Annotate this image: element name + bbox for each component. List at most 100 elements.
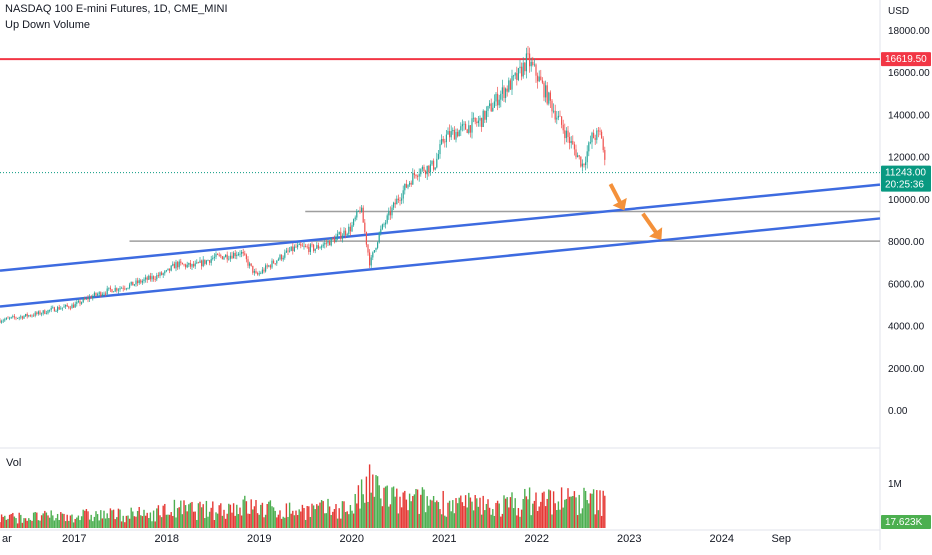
volume-bar — [543, 491, 545, 528]
candle-body — [361, 207, 363, 213]
trendline — [0, 183, 881, 272]
candle-body — [186, 264, 188, 268]
candle-body — [561, 116, 563, 125]
candle-body — [85, 297, 87, 300]
volume-bar — [140, 515, 142, 528]
candle-body — [519, 66, 521, 69]
volume-bar — [336, 518, 339, 528]
candle-body — [394, 202, 396, 205]
candle-body — [202, 259, 204, 267]
volume-bar — [392, 486, 395, 528]
candle-body — [327, 241, 329, 244]
candle-body — [367, 244, 369, 253]
candle-body — [228, 258, 230, 260]
volume-bar — [128, 518, 131, 528]
last-price-badge-text: 20:25:36 — [885, 180, 924, 191]
volume-bar — [575, 497, 577, 528]
candle-body — [196, 262, 198, 264]
price-layer — [0, 46, 606, 324]
time-tick-label: 2022 — [525, 533, 549, 545]
volume-bar — [104, 518, 107, 528]
volume-bar — [298, 509, 300, 528]
candle-body — [149, 275, 151, 280]
volume-bar — [32, 512, 35, 528]
volume-bar — [170, 512, 172, 528]
volume-bar — [112, 509, 115, 528]
volume-bar — [236, 504, 238, 528]
candle-body — [125, 288, 127, 290]
volume-bar — [247, 513, 249, 528]
candle-body — [191, 263, 193, 267]
candle-body — [229, 255, 231, 259]
candle-body — [29, 315, 31, 317]
volume-bar — [428, 505, 430, 528]
volume-bar — [549, 490, 552, 528]
volume-bar — [461, 502, 464, 528]
candle-body — [143, 279, 145, 282]
price-tick-label: 18000.00 — [888, 26, 930, 37]
volume-bar — [20, 514, 22, 528]
candle-body — [185, 264, 187, 268]
candle-body — [34, 312, 36, 316]
volume-bar — [384, 486, 387, 528]
candle-body — [137, 280, 139, 284]
volume-bar — [269, 500, 272, 528]
candle-body — [305, 246, 307, 248]
volume-bar — [484, 510, 486, 528]
candle-body — [188, 262, 190, 265]
volume-bar — [572, 496, 574, 528]
candle-body — [193, 263, 195, 267]
volume-bar — [165, 514, 168, 528]
candle-body — [173, 263, 175, 269]
candle-body — [178, 261, 180, 268]
volume-bar — [164, 503, 166, 528]
volume-bar — [570, 496, 572, 528]
candle-body — [223, 257, 225, 260]
volume-bar — [311, 503, 313, 528]
candle-body — [573, 144, 575, 150]
candle-body — [167, 268, 169, 271]
candle-body — [447, 131, 449, 135]
volume-bar — [175, 517, 177, 528]
candle-body — [138, 280, 140, 284]
candle-body — [567, 130, 569, 138]
candle-body — [557, 115, 559, 118]
volume-bar — [29, 519, 32, 528]
volume-bar — [535, 492, 537, 528]
candle-body — [535, 64, 537, 76]
volume-bar — [368, 464, 371, 528]
volume-bar — [162, 505, 164, 528]
candle-body — [441, 138, 443, 145]
volume-bar — [538, 506, 540, 528]
candle-body — [409, 182, 411, 185]
volume-bar — [576, 515, 579, 528]
volume-bar — [240, 515, 243, 528]
volume-bar — [592, 489, 595, 528]
candle-body — [301, 245, 303, 247]
volume-bar — [599, 490, 601, 528]
volume-bar — [87, 511, 89, 528]
volume-bar — [328, 506, 331, 528]
candle-body — [156, 275, 158, 280]
candle-body — [596, 130, 598, 140]
volume-bar — [127, 515, 129, 528]
last-price-badge-text: 11243.00 — [885, 168, 926, 179]
candle-body — [401, 198, 403, 201]
volume-bar — [340, 518, 342, 528]
volume-bar — [525, 496, 528, 528]
volume-bar — [440, 514, 443, 528]
volume-bar — [292, 510, 294, 528]
volume-bar — [381, 506, 384, 528]
volume-bar — [400, 507, 403, 528]
trendline — [0, 217, 881, 308]
volume-bar — [300, 511, 302, 528]
candle-body — [247, 259, 249, 266]
candle-body — [457, 131, 459, 137]
candle-body — [418, 174, 420, 177]
volume-bar — [98, 520, 100, 528]
volume-pane-label: Vol — [6, 457, 22, 469]
volume-bar — [24, 518, 27, 528]
volume-bar — [514, 498, 516, 528]
volume-bar — [180, 500, 182, 528]
